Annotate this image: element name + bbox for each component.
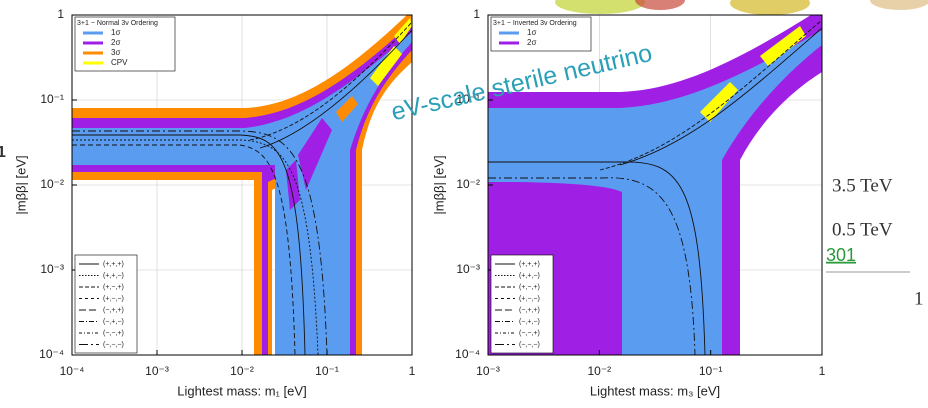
- legend-label: (+,+,−): [103, 272, 124, 279]
- legend-label: 1σ: [527, 28, 536, 37]
- y-tick-label: 10⁻²: [456, 177, 480, 191]
- band-1sigma: [488, 30, 822, 355]
- legend-label: (+,−,+): [519, 284, 540, 291]
- plot-frame: [487, 14, 823, 356]
- energy-label: 0.5 TeV: [832, 219, 893, 240]
- legend-label: (+,−,+): [103, 284, 124, 291]
- legend-box: [74, 254, 138, 354]
- background-blob: [555, 0, 645, 14]
- x-tick-label: 10⁻²: [587, 364, 611, 378]
- legend-label: (−,+,−): [519, 318, 540, 325]
- y-tick-label: 1: [57, 7, 64, 21]
- plot-panel: 10⁻⁴ 10⁻³ 10⁻² 10⁻¹ 1 10⁻⁴ 10⁻³ 10⁻² 10⁻¹ 1 Lighte…: [13, 7, 415, 398]
- x-tick-label: 10⁻¹: [315, 364, 339, 378]
- legend-label: (−,−,−): [519, 341, 540, 348]
- legend-title: 3+1 − Inverted 3ν Ordering: [493, 20, 577, 27]
- legend-box: [490, 254, 554, 354]
- y-tick-label: 10⁻³: [40, 262, 64, 276]
- band-3sigma: [336, 96, 358, 122]
- y-tick-label: 10⁻³: [456, 262, 480, 276]
- legend-label: (+,+,−): [519, 272, 540, 279]
- x-axis-label: Lightest mass: m₃ [eV]: [590, 383, 720, 398]
- legend-label: (+,+,+): [519, 261, 540, 268]
- legend-label: (−,+,−): [103, 318, 124, 325]
- y-axis-label: |mββ| [eV]: [431, 155, 446, 214]
- band-1sigma: [72, 32, 412, 355]
- curves: [488, 19, 822, 355]
- background-blob: [870, 0, 928, 10]
- energy-label: 3.5 TeV: [832, 175, 893, 196]
- legend-label: (+,−,−): [103, 295, 124, 302]
- background-blob: [635, 0, 685, 10]
- axes: 10⁻³ 10⁻² 10⁻¹ 1 10⁻⁴ 10⁻³ 10⁻² 10⁻¹ 1 Lightest m…: [431, 7, 825, 398]
- x-tick-label: 1: [819, 364, 826, 378]
- legend-title: 3+1 − Normal 3ν Ordering: [77, 20, 158, 27]
- axis-number: 1: [914, 288, 924, 309]
- x-tick-label: 10⁻⁴: [60, 364, 85, 378]
- legend-label: 2σ: [111, 38, 120, 47]
- legend-label: (−,+,+): [519, 307, 540, 314]
- legend-label: (+,−,−): [519, 295, 540, 302]
- legend-label: (−,−,+): [103, 330, 124, 337]
- band-cpv: [700, 26, 806, 122]
- legend-label: 2σ: [527, 38, 536, 47]
- y-tick-label: 10⁻⁴: [455, 347, 480, 361]
- bands: [72, 15, 412, 355]
- legend-label: (−,+,+): [103, 307, 124, 314]
- plot-frame: [71, 14, 413, 356]
- x-tick-label: 10⁻³: [145, 364, 169, 378]
- background-blob: [730, 0, 810, 15]
- y-tick-label: 10⁻⁴: [39, 347, 64, 361]
- link[interactable]: 301: [826, 245, 856, 265]
- y-tick-label: 1: [473, 7, 480, 21]
- axes: 10⁻⁴ 10⁻³ 10⁻² 10⁻¹ 1 10⁻⁴ 10⁻³ 10⁻² 10⁻¹ 1 Lighte…: [13, 7, 415, 398]
- bands: [488, 15, 822, 355]
- cut-label: 1: [0, 144, 6, 161]
- side-slide: [826, 160, 928, 300]
- x-tick-label: 1: [409, 364, 416, 378]
- y-tick-label: 10⁻²: [40, 177, 64, 191]
- y-tick-label: 10⁻¹: [40, 92, 64, 106]
- x-tick-label: 10⁻¹: [699, 364, 723, 378]
- plot-panel: 10⁻³ 10⁻² 10⁻¹ 1 10⁻⁴ 10⁻³ 10⁻² 10⁻¹ 1 Lightest m…: [431, 7, 825, 398]
- x-tick-label: 10⁻²: [230, 364, 254, 378]
- x-axis-label: Lightest mass: m₁ [eV]: [177, 383, 306, 398]
- legend-label: (−,−,+): [519, 330, 540, 337]
- legend-label: (−,−,−): [103, 341, 124, 348]
- x-tick-label: 10⁻³: [476, 364, 500, 378]
- legend-label: CPV: [111, 58, 128, 67]
- curves: [72, 21, 412, 355]
- y-axis-label: |mββ| [eV]: [13, 155, 28, 214]
- y-tick-label: 10⁻¹: [456, 92, 480, 106]
- legend-label: 1σ: [111, 28, 120, 37]
- legend-label: (+,+,+): [103, 261, 124, 268]
- legend-label: 3σ: [111, 48, 120, 57]
